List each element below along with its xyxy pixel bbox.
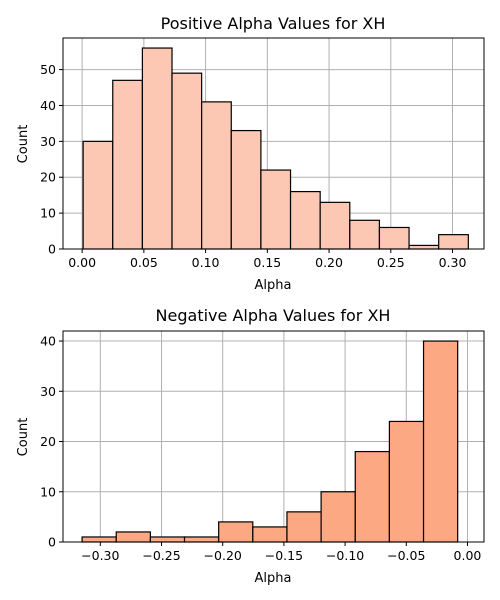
y-tick-label: 30 [40, 384, 56, 399]
y-tick-label: 10 [40, 206, 56, 221]
x-tick-label: 0.05 [130, 255, 158, 270]
x-tick-label: −0.20 [204, 548, 242, 563]
y-tick-label: 40 [40, 334, 56, 349]
y-tick-label: 30 [40, 134, 56, 149]
histogram-bar [81, 536, 117, 543]
x-tick-label: −0.05 [387, 548, 425, 563]
y-axis-label: Count [16, 418, 31, 457]
x-tick-label: −0.15 [265, 548, 303, 563]
histogram-bar [319, 201, 351, 250]
histogram-bar [252, 526, 288, 543]
x-tick-label: 0.25 [377, 255, 405, 270]
x-tick-label: −0.10 [326, 548, 364, 563]
bars [81, 340, 459, 543]
x-ticks: −0.30 −0.25 −0.20 −0.15 −0.10 −0.05 0.00 [81, 542, 481, 563]
histogram-bar [201, 101, 232, 250]
y-tick-label: 20 [40, 434, 56, 449]
positive-alpha-histogram: Positive Alpha Values for XH 0.00 0.05 0.1… [16, 14, 485, 293]
bars [82, 47, 469, 250]
y-ticks: 0 10 20 30 40 [40, 334, 63, 550]
histogram-bar [171, 72, 203, 250]
histogram-bar [422, 340, 459, 543]
histogram-bar [112, 79, 143, 250]
plot-frame [62, 330, 485, 543]
histogram-bar [141, 47, 173, 250]
y-tick-label: 0 [48, 535, 56, 550]
histogram-bar [354, 450, 390, 543]
x-axis-label: Alpha [255, 278, 292, 293]
histogram-bar [115, 531, 151, 543]
histogram-bar [218, 521, 254, 543]
x-tick-label: −0.30 [81, 548, 119, 563]
y-axis-label: Count [16, 125, 31, 164]
chart-title: Positive Alpha Values for XH [161, 14, 386, 33]
y-tick-label: 10 [40, 484, 56, 499]
x-tick-label: 0.00 [454, 548, 482, 563]
x-tick-label: 0.10 [192, 255, 220, 270]
chart-title: Negative Alpha Values for XH [156, 306, 391, 325]
histogram-bar [230, 129, 262, 250]
histogram-bar [183, 536, 220, 543]
x-tick-label: −0.25 [142, 548, 180, 563]
histogram-bar [438, 234, 469, 250]
x-tick-label: 0.30 [439, 255, 467, 270]
x-ticks: 0.00 0.05 0.10 0.15 0.20 0.25 0.30 [68, 249, 466, 270]
negative-alpha-histogram: Negative Alpha Values for XH −0.30 −0.25−… [16, 306, 485, 586]
histogram-bar [289, 190, 321, 250]
y-tick-label: 40 [40, 98, 56, 113]
histogram-bar [320, 491, 356, 543]
plot-frame [62, 37, 485, 250]
histogram-bar [388, 420, 425, 543]
x-axis-label: Alpha [255, 571, 292, 586]
y-tick-label: 50 [40, 62, 56, 77]
x-tick-label: 0.15 [253, 255, 281, 270]
y-tick-label: 0 [48, 242, 56, 257]
histogram-bar [82, 140, 114, 250]
y-tick-label: 20 [40, 170, 56, 185]
histogram-bar [286, 511, 322, 543]
histogram-bar [149, 536, 186, 543]
histogram-bar [408, 244, 440, 250]
histogram-bar [378, 226, 410, 250]
x-tick-label: 0.00 [68, 255, 96, 270]
y-ticks: 0 10 20 30 40 50 [40, 62, 63, 257]
x-tick-label: 0.20 [315, 255, 343, 270]
histogram-bar [260, 169, 292, 250]
histogram-bar [349, 219, 381, 250]
